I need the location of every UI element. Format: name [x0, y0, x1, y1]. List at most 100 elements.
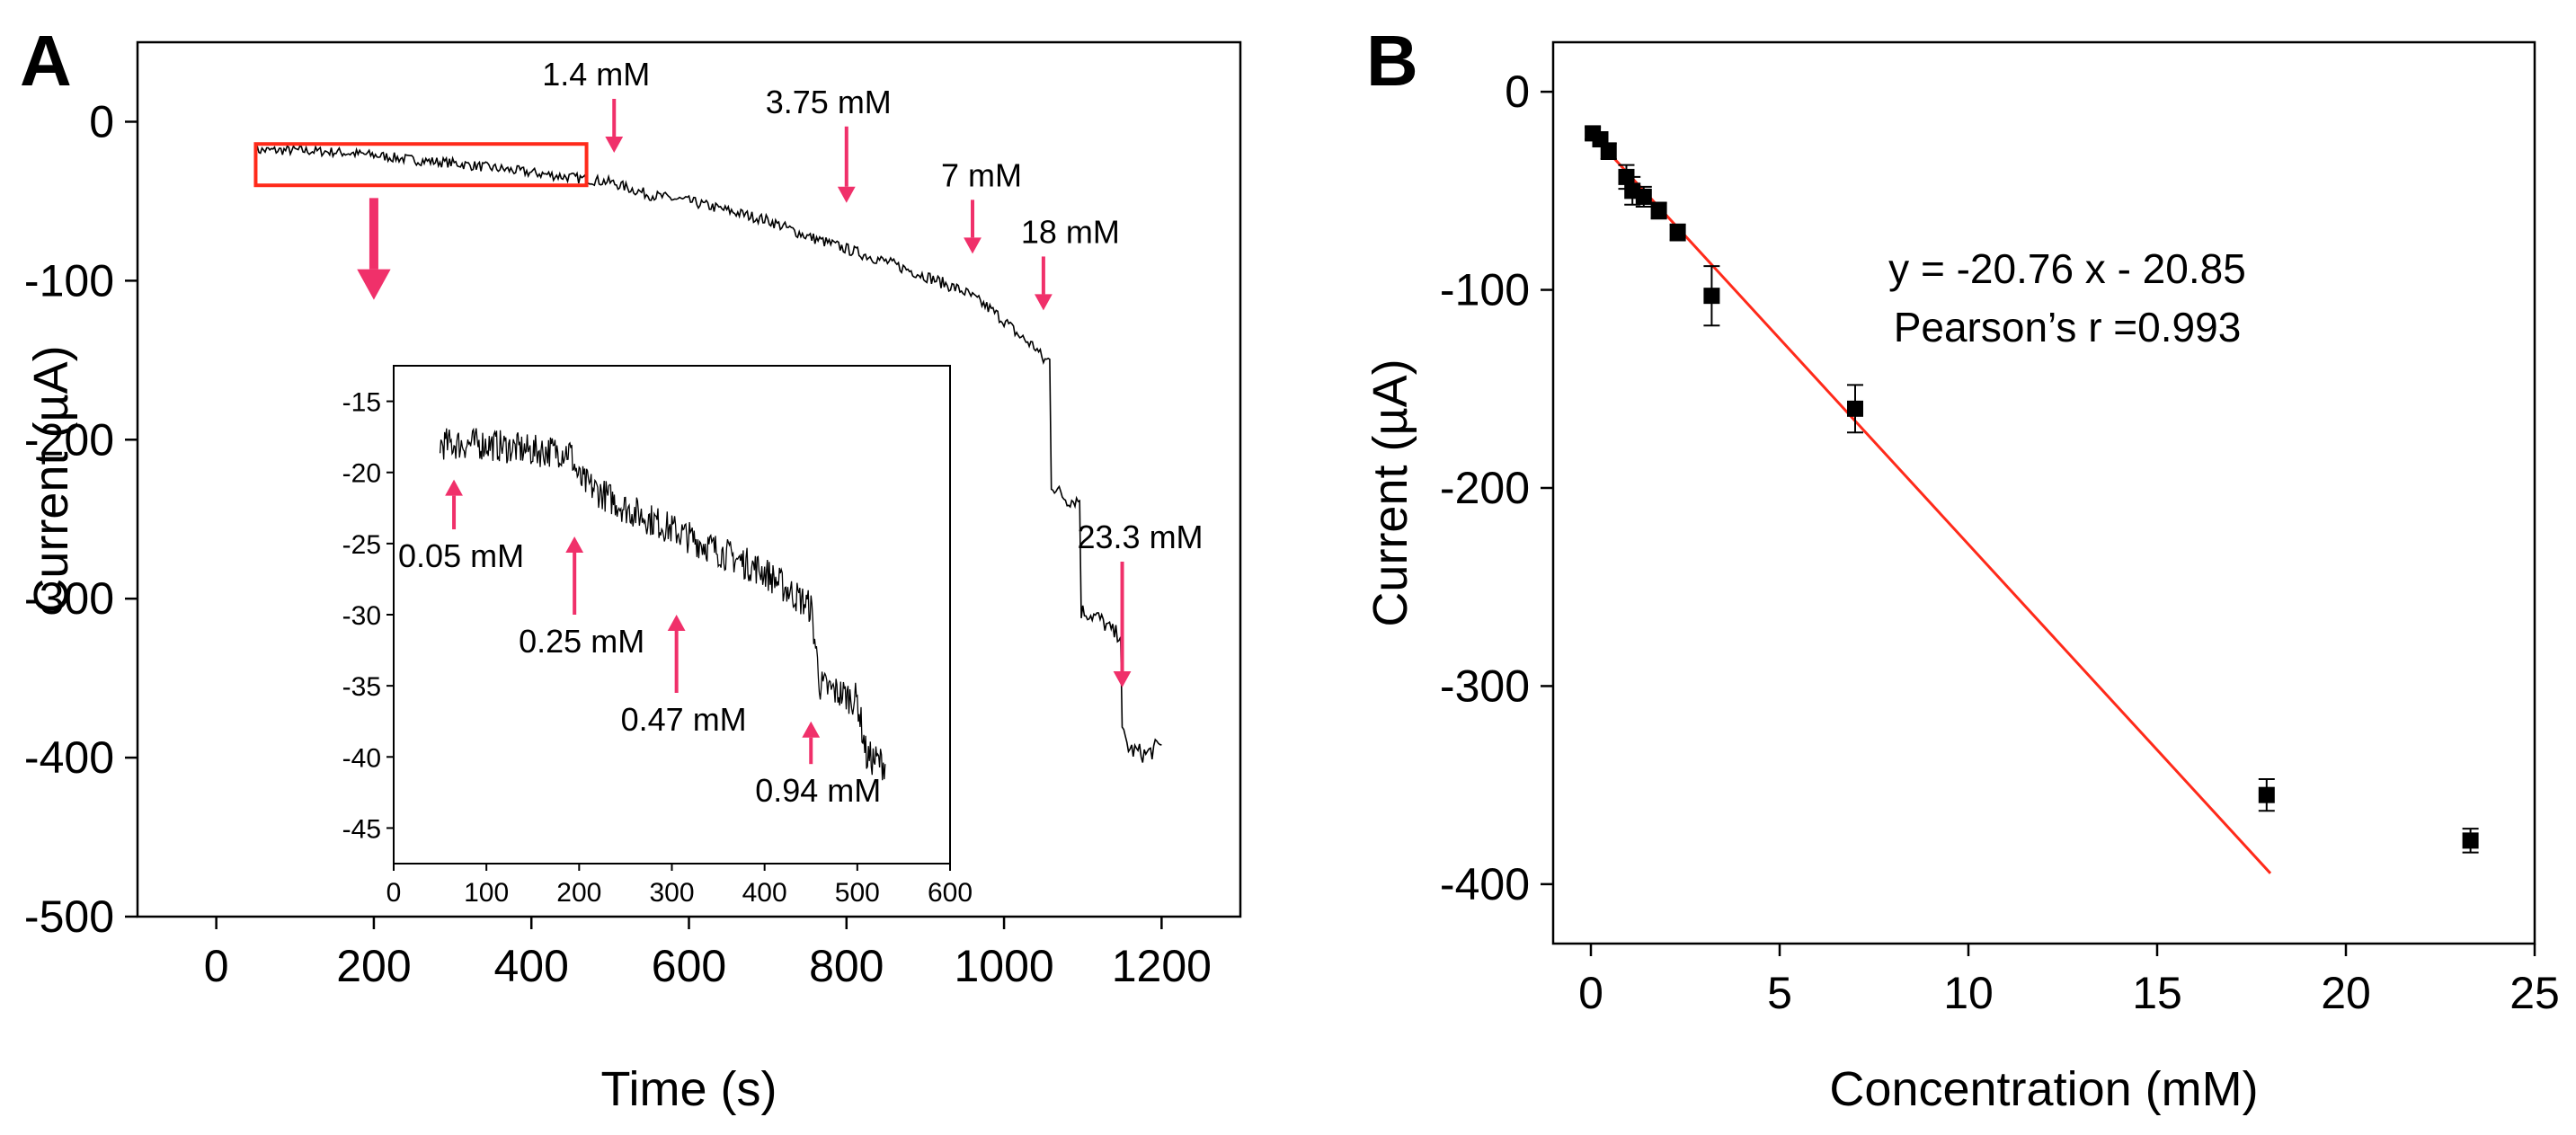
- y-tick-label-a: -500: [24, 891, 114, 942]
- panel-label-b: B: [1366, 21, 1418, 101]
- y-tick-label-inset: -35: [342, 672, 381, 702]
- annotation-arrow-inset-head: [445, 479, 463, 496]
- x-tick-label-a: 800: [809, 941, 884, 991]
- plot-frame-b: [1551, 40, 2536, 945]
- annotation-23-3mm: 23.3 mM: [1078, 519, 1204, 555]
- y-tick-label-a: -300: [24, 573, 114, 624]
- data-marker: [1635, 188, 1652, 205]
- x-axis-label-a: Time (s): [601, 1062, 777, 1116]
- fit-equation: y = -20.76 x - 20.85: [1888, 245, 2246, 292]
- annotation-arrow-inset-head: [667, 615, 686, 631]
- annotation-arrow-a-head: [1034, 294, 1053, 311]
- data-marker: [2462, 832, 2479, 849]
- y-tick-label-b: -100: [1440, 265, 1530, 315]
- series-line-inset: [439, 427, 886, 781]
- x-axis-label-b: Concentration (mM): [1829, 1062, 2258, 1116]
- y-axis-label-a: Current (µA): [24, 345, 78, 613]
- x-tick-label-inset: 400: [742, 878, 787, 908]
- annotation-1-4mm: 1.4 mM: [542, 56, 650, 93]
- zoom-box: [253, 142, 589, 188]
- annotation-arrow-a: [1034, 256, 1053, 311]
- annotation-3-75mm: 3.75 mM: [766, 84, 892, 120]
- y-tick-label-inset: -30: [342, 601, 381, 631]
- x-tick-label-inset: 600: [928, 878, 973, 908]
- data-marker: [1703, 288, 1720, 305]
- x-tick-label-a: 1000: [954, 941, 1053, 991]
- x-tick-label-a: 400: [493, 941, 568, 991]
- x-tick-label-b: 10: [1943, 968, 1994, 1018]
- x-tick-label-inset: 100: [464, 878, 509, 908]
- annotation-arrow-a-head: [837, 186, 856, 203]
- y-tick-label-inset: -40: [342, 743, 381, 773]
- data-point: [2462, 828, 2479, 854]
- annotation-0-94mm: 0.94 mM: [755, 772, 881, 809]
- x-tick-label-b: 25: [2509, 968, 2560, 1018]
- annotation-arrow-a: [1113, 562, 1132, 688]
- annotation-0-47mm: 0.47 mM: [621, 701, 747, 738]
- y-axis-label-b: Current (µA): [1364, 359, 1417, 626]
- y-tick-label-b: -300: [1440, 661, 1530, 711]
- chart-b: 0 5 10 15 20 25 0 -100 -200 -300 -400 Concentration…: [1364, 40, 2560, 1116]
- annotation-arrow-a-head: [605, 136, 624, 153]
- panel-label-a: A: [20, 21, 72, 101]
- x-tick-label-b: 20: [2321, 968, 2371, 1018]
- data-point: [1635, 185, 1652, 208]
- annotation-0-05mm: 0.05 mM: [398, 537, 524, 574]
- annotation-arrow-a-head: [1113, 671, 1132, 688]
- annotation-arrow-inset: [445, 479, 463, 530]
- data-point: [1703, 265, 1720, 327]
- y-tick-label-b: 0: [1505, 67, 1530, 117]
- x-tick-label-a: 1200: [1112, 941, 1212, 991]
- annotation-arrow-a-head: [964, 237, 982, 254]
- series-line-amperometric: [254, 144, 1162, 763]
- x-tick-label-a: 0: [204, 941, 229, 991]
- annotation-7mm: 7 mM: [941, 156, 1022, 193]
- y-tick-label-inset: -20: [342, 459, 381, 489]
- y-tick-label-inset: -15: [342, 388, 381, 418]
- data-marker: [1600, 143, 1617, 160]
- x-tick-label-a: 200: [336, 941, 411, 991]
- x-tick-label-inset: 500: [835, 878, 880, 908]
- pearson-r: Pearson’s r =0.993: [1894, 304, 2242, 350]
- y-tick-label-b: -200: [1440, 463, 1530, 513]
- annotation-arrow-a: [964, 200, 982, 254]
- annotation-18mm: 18 mM: [1021, 213, 1120, 250]
- annotation-arrow-inset-head: [802, 721, 821, 738]
- data-point: [1847, 384, 1863, 434]
- annotation-arrow-inset: [565, 536, 584, 615]
- data-marker: [1669, 224, 1686, 241]
- annotation-arrow-inset-head: [565, 536, 584, 553]
- annotation-arrow-a: [605, 98, 624, 153]
- data-point: [1600, 142, 1617, 161]
- zoom-arrow: [357, 198, 391, 300]
- fit-line: [1589, 132, 2272, 874]
- chart-a-inset: 0 100 200 300 400 500 600 -15 -20 -25 -30 -35 -40 -45: [342, 365, 973, 908]
- annotation-arrow-inset: [802, 721, 821, 765]
- x-tick-label-inset: 0: [386, 878, 402, 908]
- y-tick-label-a: 0: [89, 96, 114, 146]
- y-tick-label-a: -200: [24, 414, 114, 465]
- data-point: [1669, 223, 1686, 242]
- annotation-arrow-inset: [667, 615, 686, 694]
- x-tick-label-inset: 200: [556, 878, 601, 908]
- chart-a: 0 200 400 600 800 1000 12000-100-200-300-400-5…: [24, 40, 1242, 1116]
- y-tick-label-b: -400: [1440, 859, 1530, 909]
- x-tick-label-b: 5: [1767, 968, 1792, 1018]
- x-tick-label-b: 15: [2132, 968, 2182, 1018]
- x-tick-label-b: 0: [1578, 968, 1603, 1018]
- y-tick-label-a: -100: [24, 255, 114, 306]
- data-marker: [1847, 400, 1863, 417]
- zoom-arrow-head: [357, 269, 391, 300]
- data-point: [2258, 778, 2275, 812]
- data-marker: [2258, 786, 2275, 803]
- x-tick-label-a: 600: [652, 941, 726, 991]
- y-tick-label-inset: -45: [342, 814, 381, 844]
- y-tick-label-a: -400: [24, 732, 114, 783]
- annotation-arrow-a: [837, 126, 856, 203]
- x-tick-label-inset: 300: [649, 878, 694, 908]
- data-point: [1650, 201, 1667, 220]
- y-tick-label-inset: -25: [342, 530, 381, 560]
- data-marker: [1650, 202, 1667, 219]
- annotation-0-25mm: 0.25 mM: [519, 623, 644, 660]
